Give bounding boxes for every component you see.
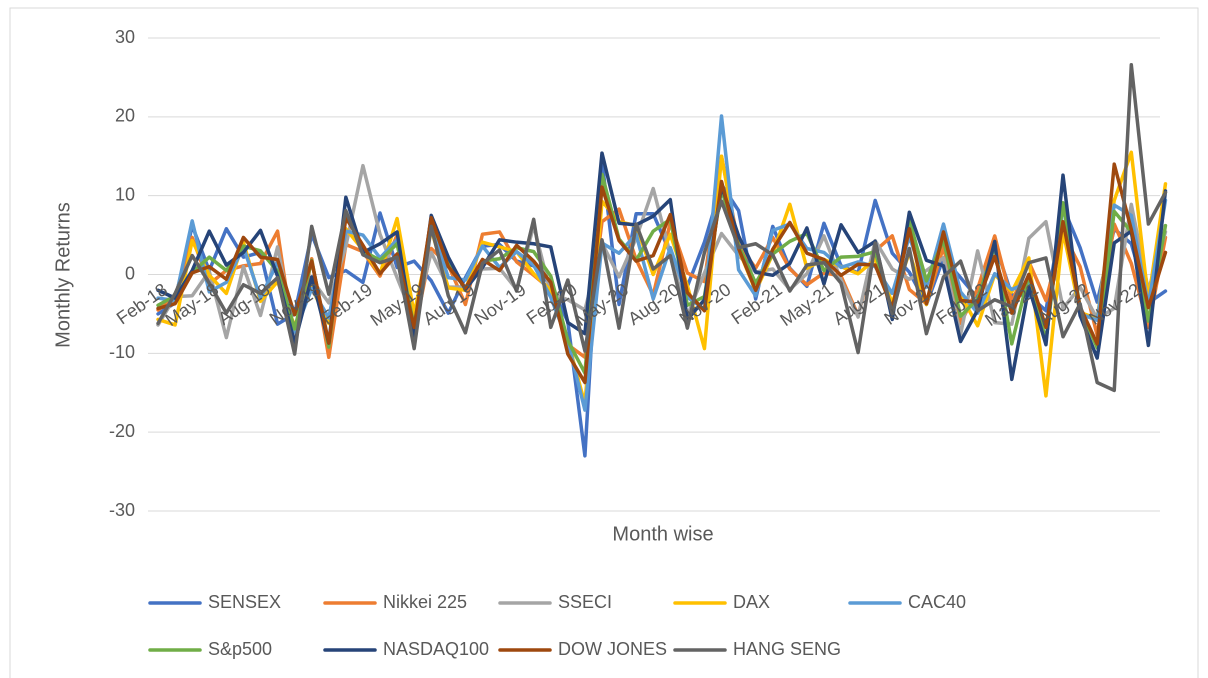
legend-label: HANG SENG (733, 639, 841, 659)
legend-label: SSECI (558, 592, 612, 612)
plot (156, 63, 1168, 458)
legend-label: SENSEX (208, 592, 281, 612)
series-line (156, 163, 1168, 340)
y-tick-label: 10 (115, 184, 135, 204)
chart-border (9, 7, 1199, 678)
series-line (156, 162, 1168, 385)
series-line (156, 63, 1168, 393)
y-tick-label: 20 (115, 106, 135, 126)
legend: SENSEX Nikkei 225 SSECI DAX CAC40 S&p500 NASDA… (148, 592, 966, 659)
y-tick-label: -20 (109, 421, 135, 441)
y-tick-label: -30 (109, 500, 135, 520)
y-tick-label: -10 (109, 342, 135, 362)
y-tick-label: 0 (125, 263, 135, 283)
legend-label: S&p500 (208, 639, 272, 659)
legend-label: NASDAQ100 (383, 639, 489, 659)
legend-label: DAX (733, 592, 770, 612)
y-tick-label: 30 (115, 27, 135, 47)
legend-label: CAC40 (908, 592, 966, 612)
x-axis-title: Month wise (612, 523, 713, 545)
y-axis-title: Monthly Returns (52, 202, 74, 348)
legend-label: Nikkei 225 (383, 592, 467, 612)
legend-label: DOW JONES (558, 639, 667, 659)
